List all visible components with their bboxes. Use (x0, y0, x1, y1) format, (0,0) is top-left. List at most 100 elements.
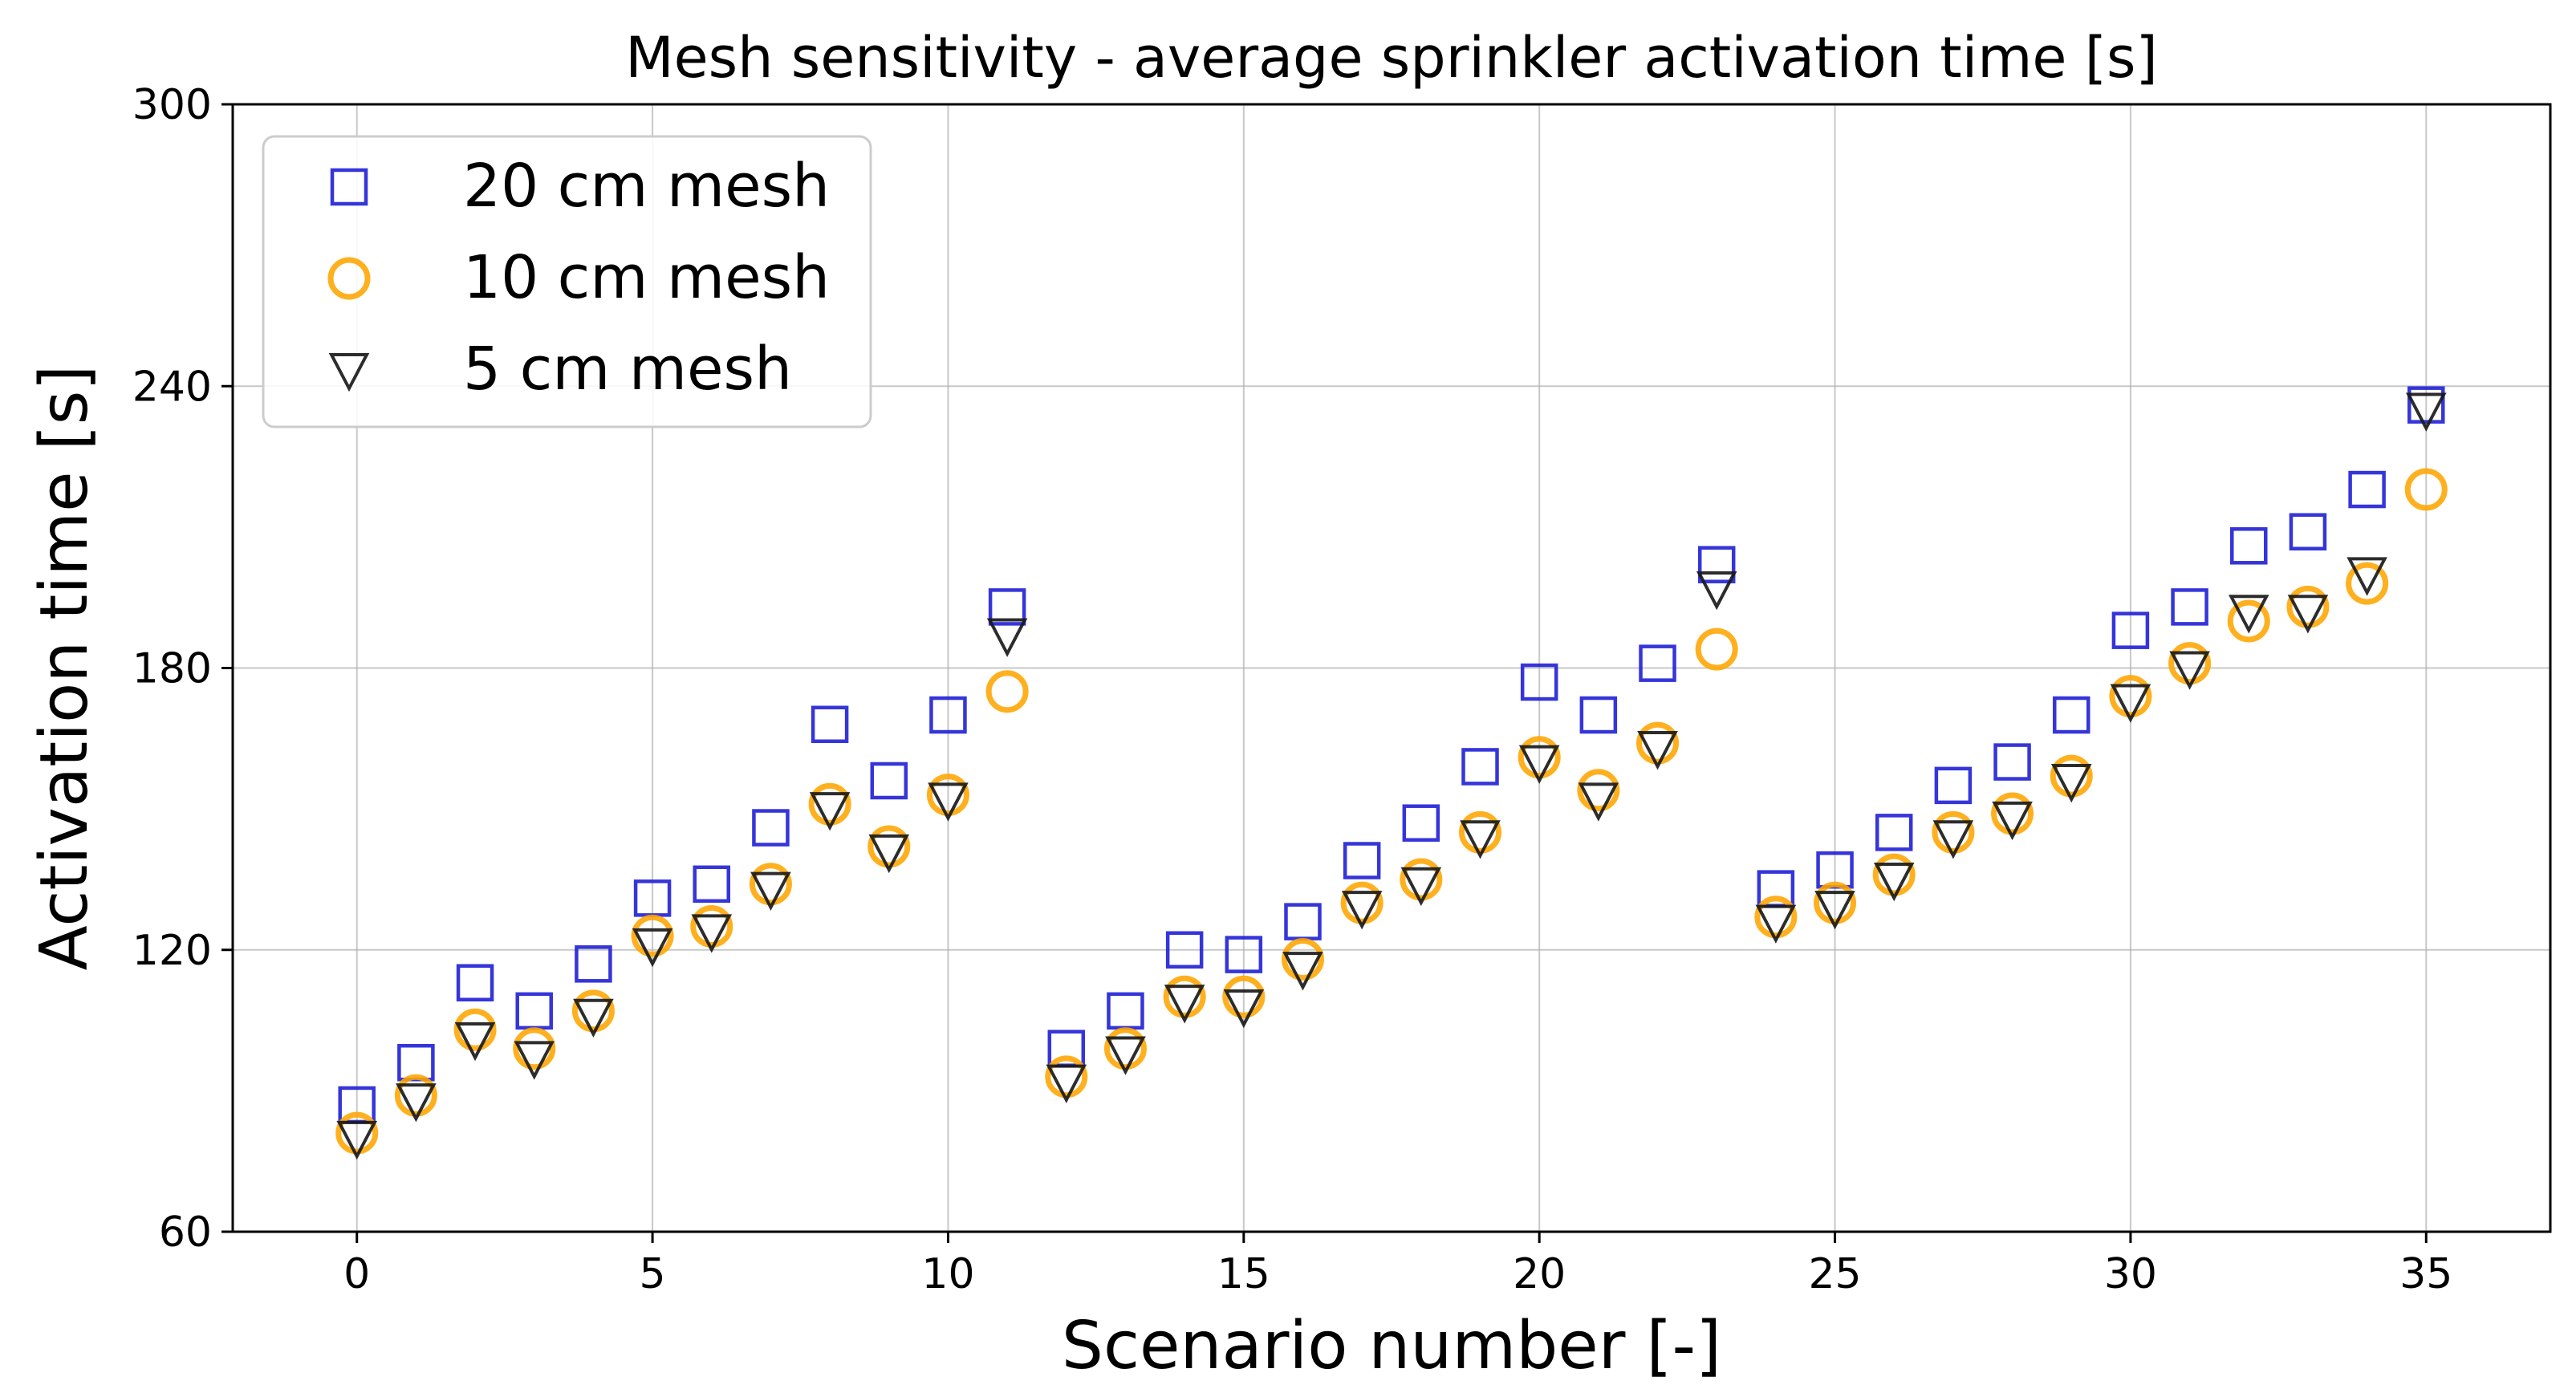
data-point (1402, 804, 1440, 842)
data-point (1875, 814, 1913, 851)
data-point (1459, 810, 1502, 854)
data-point (2171, 588, 2208, 626)
data-point (1991, 792, 2034, 835)
data-point (1992, 801, 2033, 841)
x-tick-label: 20 (1513, 1250, 1566, 1298)
data-point (691, 914, 733, 953)
y-tick-label: 300 (132, 81, 212, 129)
series-circle (335, 468, 2448, 1155)
data-point (868, 834, 910, 874)
legend-item: 5 cm mesh (328, 335, 792, 404)
data-point (690, 904, 733, 948)
data-point (1696, 571, 1737, 611)
data-point (2050, 754, 2093, 798)
x-tick-label: 15 (1217, 1250, 1270, 1298)
x-tick-label: 35 (2399, 1250, 2452, 1298)
data-point (454, 1021, 496, 1062)
data-point (1755, 904, 1797, 944)
data-point (1461, 748, 1499, 786)
legend-marker (328, 353, 370, 392)
data-point (571, 989, 615, 1033)
data-point (2050, 764, 2092, 803)
data-point (1932, 820, 1974, 859)
series-layer (335, 386, 2448, 1160)
data-point (926, 774, 969, 817)
data-point (1695, 627, 1738, 671)
x-tick-label: 30 (2104, 1250, 2157, 1298)
data-point (453, 1008, 497, 1051)
data-point (1282, 952, 1323, 991)
data-point (2228, 595, 2269, 634)
data-point (867, 825, 911, 868)
data-point (750, 871, 791, 911)
data-point (985, 670, 1029, 713)
data-point (2287, 595, 2329, 634)
data-point (513, 1027, 556, 1070)
data-point (1281, 937, 1324, 981)
legend-label: 10 cm mesh (463, 243, 830, 312)
data-point (2405, 392, 2447, 432)
data-point (809, 792, 851, 831)
data-point (456, 964, 494, 1001)
data-point (2346, 557, 2387, 596)
data-point (928, 782, 969, 822)
legend-item: 20 cm mesh (330, 152, 830, 221)
data-point (1225, 936, 1263, 973)
x-tick-label: 0 (343, 1250, 370, 1298)
data-point (2168, 642, 2212, 685)
data-point (573, 998, 614, 1038)
data-point (749, 863, 792, 906)
data-point (929, 696, 967, 734)
y-tick-label: 240 (132, 363, 212, 411)
legend-label: 20 cm mesh (463, 152, 830, 221)
data-point (514, 1041, 555, 1080)
data-point (1222, 975, 1266, 1018)
data-point (986, 618, 1028, 657)
axis-ticks: 0 5 10 15 20 25 30 35 60 120 180 240 300 (132, 81, 2453, 1298)
data-point (1400, 858, 1443, 901)
data-point (1163, 975, 1206, 1018)
data-point (2227, 599, 2270, 643)
x-tick-label: 10 (921, 1250, 974, 1298)
data-point (811, 705, 849, 743)
legend-marker (330, 168, 368, 206)
x-axis-label: Scenario number [-] (1062, 1308, 1721, 1384)
data-point (1343, 842, 1381, 879)
data-point (1046, 1064, 1087, 1103)
data-point (1873, 862, 1915, 902)
y-tick-label: 180 (132, 645, 212, 693)
data-point (2346, 562, 2389, 605)
data-point (2111, 611, 2150, 649)
legend: 20 cm mesh 10 cm mesh 5 cm mesh (262, 135, 872, 428)
data-point (1993, 743, 2031, 781)
data-point (2230, 527, 2268, 565)
data-point (1637, 731, 1678, 770)
data-point (632, 928, 673, 968)
data-point (1223, 989, 1265, 1029)
data-point (1105, 1036, 1146, 1075)
series-triangle-down (336, 392, 2447, 1160)
data-point (1814, 891, 1855, 930)
legend-marker (327, 257, 371, 300)
data-point (1518, 745, 1560, 784)
data-point (335, 1111, 379, 1155)
data-point (1045, 1055, 1088, 1099)
data-point (1577, 769, 1620, 812)
data-point (2286, 585, 2330, 628)
data-point (1578, 782, 1619, 822)
data-point (1103, 1027, 1147, 1070)
data-point (1639, 644, 1676, 682)
data-point (2169, 651, 2210, 690)
data-point (808, 782, 851, 826)
data-point (1164, 985, 1205, 1024)
data-point (336, 1120, 378, 1160)
data-point (2109, 675, 2152, 718)
data-point (1932, 810, 1975, 854)
legend-frame (262, 135, 872, 428)
data-point (1340, 881, 1383, 924)
data-point (1636, 721, 1680, 765)
data-point (394, 1074, 437, 1117)
legend-label: 5 cm mesh (463, 335, 792, 404)
data-point (2289, 513, 2327, 550)
